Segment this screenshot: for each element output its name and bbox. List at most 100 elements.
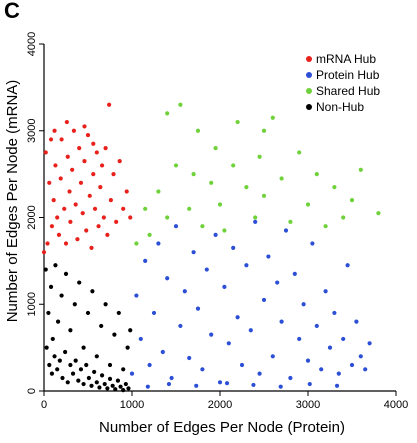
data-point [341,215,346,220]
data-point [323,224,328,229]
data-point [68,328,73,333]
data-point [103,146,108,151]
data-point [67,189,72,194]
data-point [76,378,81,383]
data-point [358,354,363,359]
data-point [244,185,249,190]
x-tick-label: 1000 [120,399,144,411]
data-point [173,163,179,168]
data-point [226,341,231,346]
data-point [297,150,302,155]
data-point [191,250,196,255]
data-point [90,289,95,294]
data-point [297,336,302,342]
legend-label: mRNA Hub [316,52,376,66]
data-point [99,163,105,168]
data-point [244,263,249,268]
data-point [279,319,284,324]
data-point [134,293,139,298]
data-point [156,189,161,194]
y-tick-label: 0 [26,388,38,394]
data-point [327,345,333,350]
data-point [126,386,131,391]
legend-label: Non-Hub [316,100,364,114]
data-point [129,371,135,376]
data-point [345,263,350,268]
data-point [113,387,118,392]
data-point [200,367,205,372]
data-point [94,150,99,155]
data-point [92,369,97,375]
data-point [253,215,258,220]
data-point [112,332,117,337]
data-point [103,302,108,307]
data-point [145,384,150,389]
data-point [305,202,311,207]
data-point [43,150,48,155]
data-point [60,375,65,381]
data-point [367,341,372,346]
data-point [84,362,89,368]
data-point [283,228,289,233]
data-point [48,137,54,142]
data-point [261,128,267,133]
data-point [213,146,218,151]
data-point [200,224,205,229]
y-tick-label: 2000 [26,205,38,229]
data-point [53,263,58,268]
data-point [147,232,152,237]
data-point [235,315,240,320]
data-point [108,198,113,203]
series-shared-hub [134,102,381,246]
data-point [224,381,230,386]
data-point [307,381,312,387]
data-point [121,206,126,211]
data-point [165,276,170,281]
data-point [336,371,341,376]
data-point [86,375,91,381]
data-point [354,319,359,324]
data-point [134,241,139,246]
data-point [63,241,69,246]
data-point [82,124,87,129]
data-point [270,354,275,359]
data-point [49,371,55,376]
data-point [41,250,47,255]
data-point [70,167,75,172]
data-point [114,219,119,224]
data-point [59,137,64,142]
data-point [101,215,106,220]
data-point [110,383,115,388]
data-point [191,172,196,177]
y-tick-label: 3000 [26,119,38,143]
legend-marker [306,104,312,110]
series-mrna-hub [41,102,133,255]
data-point [68,362,73,368]
data-point [217,202,223,207]
data-point [204,267,209,272]
data-point [80,211,85,216]
data-point [98,185,103,190]
data-point [89,383,94,388]
data-point [178,323,183,329]
data-point [341,336,346,342]
data-point [62,206,67,211]
data-point [166,381,172,387]
data-point [77,146,82,151]
data-point [121,367,126,372]
data-point [235,119,240,125]
data-point [50,336,55,342]
data-point [187,206,192,211]
data-point [111,172,116,177]
data-point [209,332,214,337]
data-point [314,172,319,177]
data-point [55,319,61,324]
data-point [82,159,87,164]
data-point [209,180,214,185]
data-point [288,219,293,224]
data-point [71,128,77,133]
data-point [48,284,54,289]
data-point [349,198,355,203]
data-point [81,381,86,387]
data-point [72,302,77,307]
